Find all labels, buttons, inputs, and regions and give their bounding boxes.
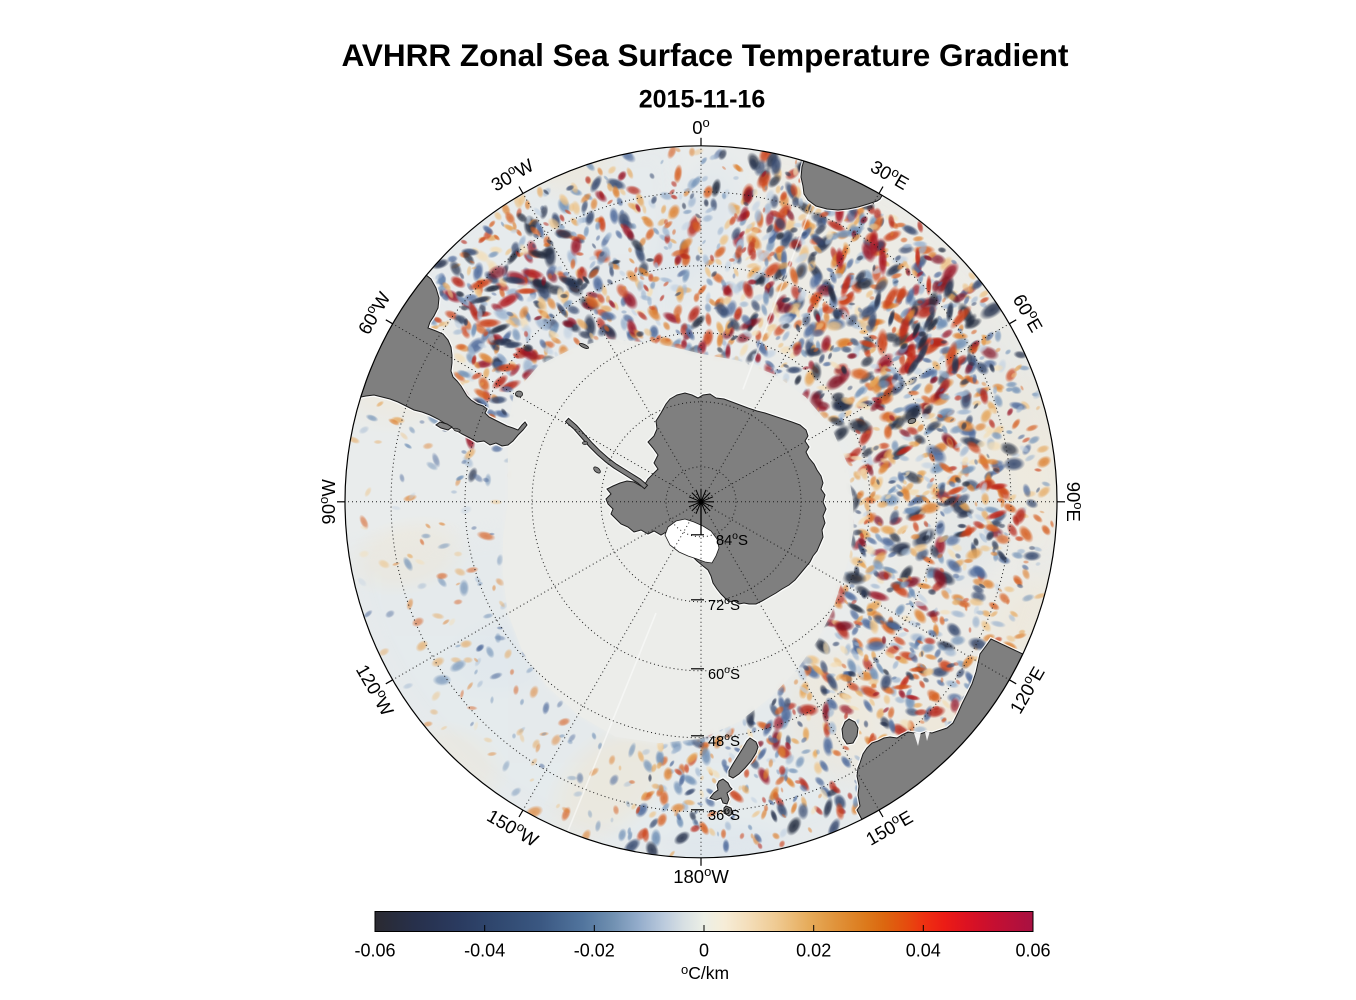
svg-text:-0.04: -0.04 xyxy=(464,941,505,961)
svg-text:180oW: 180oW xyxy=(673,864,729,887)
svg-text:48oS: 48oS xyxy=(708,731,740,750)
svg-text:60oS: 60oS xyxy=(708,664,740,683)
svg-text:2015-11-16: 2015-11-16 xyxy=(639,86,766,114)
svg-text:-0.02: -0.02 xyxy=(574,941,615,961)
svg-text:0.06: 0.06 xyxy=(1015,941,1050,961)
svg-text:36oS: 36oS xyxy=(708,805,740,824)
svg-text:oC/km: oC/km xyxy=(681,962,729,983)
svg-text:0: 0 xyxy=(699,941,709,961)
svg-text:0.02: 0.02 xyxy=(796,941,831,961)
svg-text:72oS: 72oS xyxy=(708,595,740,614)
svg-text:90oE: 90oE xyxy=(1063,482,1086,522)
svg-text:AVHRR Zonal Sea Surface Temper: AVHRR Zonal Sea Surface Temperature Grad… xyxy=(341,37,1069,73)
svg-text:0.04: 0.04 xyxy=(906,941,941,961)
svg-text:-0.06: -0.06 xyxy=(354,941,395,961)
svg-text:84oS: 84oS xyxy=(716,530,748,549)
